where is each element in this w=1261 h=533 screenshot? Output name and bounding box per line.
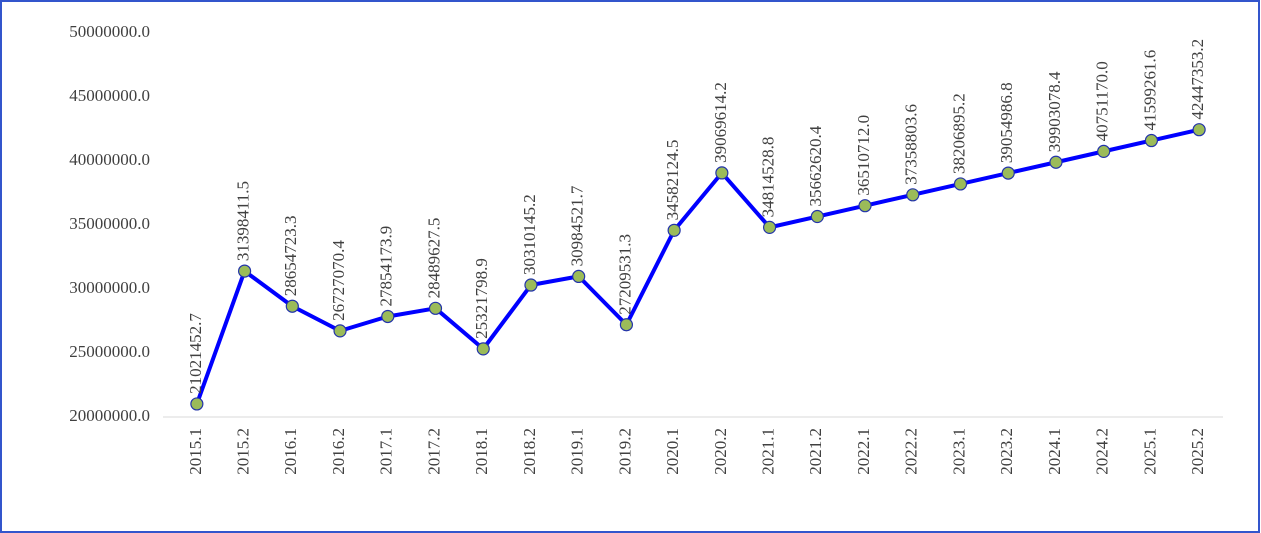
- y-tick-label: 20000000.0: [69, 406, 150, 425]
- x-tick-label: 2022.1: [854, 428, 873, 475]
- data-label: 37358803.6: [902, 104, 921, 185]
- data-line: [194, 127, 1200, 405]
- x-tick-label: 2016.1: [281, 428, 300, 475]
- data-point: [619, 318, 634, 332]
- x-tick-label: 2021.2: [806, 428, 825, 475]
- y-tick-label: 25000000.0: [69, 342, 150, 361]
- data-point: [190, 397, 204, 411]
- x-tick-label: 2015.2: [233, 428, 252, 475]
- data-point: [1144, 133, 1159, 148]
- data-point: [1001, 166, 1015, 180]
- data-label: 30984521.7: [568, 185, 587, 266]
- data-point: [428, 301, 443, 315]
- data-label: 34582124.5: [663, 140, 682, 221]
- data-label: 28489627.5: [424, 218, 443, 299]
- x-tick-label: 2017.2: [424, 428, 443, 475]
- data-point: [476, 342, 490, 356]
- data-point: [572, 269, 586, 283]
- data-point: [333, 324, 347, 338]
- data-point: [762, 220, 777, 234]
- x-tick-label: 2021.1: [758, 428, 777, 475]
- data-point: [810, 209, 824, 224]
- data-label: 26727070.4: [329, 240, 348, 321]
- data-label: 28654723.3: [281, 215, 300, 296]
- x-tick-label: 2020.1: [663, 428, 682, 475]
- data-point: [858, 199, 872, 213]
- y-tick-label: 35000000.0: [69, 214, 150, 233]
- data-point: [953, 177, 968, 191]
- x-tick-label: 2018.1: [472, 428, 491, 475]
- data-point: [1049, 155, 1063, 169]
- x-tick-label: 2020.2: [711, 428, 730, 475]
- data-label: 40751170.0: [1093, 61, 1112, 141]
- data-point: [906, 188, 920, 202]
- y-tick-label: 50000000.0: [69, 22, 150, 41]
- x-tick-label: 2023.1: [949, 428, 968, 475]
- data-label: 30310145.2: [520, 194, 539, 275]
- x-tick-label: 2024.2: [1093, 428, 1112, 475]
- data-label: 21021452.7: [186, 313, 205, 394]
- data-label: 38206895.2: [949, 93, 968, 174]
- x-tick-label: 2018.2: [520, 428, 539, 475]
- x-tick-label: 2024.1: [1045, 428, 1064, 475]
- data-label: 34814528.8: [758, 137, 777, 218]
- y-tick-label: 30000000.0: [69, 278, 150, 297]
- x-tick-label: 2016.2: [329, 428, 348, 475]
- data-point: [381, 309, 395, 324]
- y-tick-label: 45000000.0: [69, 86, 150, 105]
- data-label: 25321798.9: [472, 258, 491, 339]
- data-point: [1192, 123, 1206, 137]
- x-tick-label: 2025.1: [1140, 428, 1159, 475]
- x-tick-label: 2022.2: [902, 428, 921, 475]
- data-label: 39054986.8: [997, 82, 1016, 163]
- data-point: [1097, 144, 1111, 158]
- x-tick-label: 2019.1: [568, 428, 587, 475]
- data-label: 39903078.4: [1045, 71, 1064, 152]
- x-tick-label: 2023.2: [997, 428, 1016, 475]
- data-point: [237, 264, 252, 278]
- data-label: 39069614.2: [711, 82, 730, 163]
- data-point: [285, 299, 299, 313]
- data-label: 31398411.5: [233, 181, 252, 261]
- data-label: 35662620.4: [806, 125, 825, 206]
- x-tick-label: 2015.1: [186, 428, 205, 475]
- x-tick-label: 2017.1: [377, 428, 396, 475]
- data-label: 36510712.0: [854, 115, 873, 196]
- data-label: 27209531.3: [615, 234, 634, 315]
- data-point: [524, 278, 538, 292]
- data-label: 27854173.9: [377, 226, 396, 307]
- data-point: [715, 166, 729, 180]
- y-tick-label: 40000000.0: [69, 150, 150, 169]
- data-point: [667, 223, 681, 237]
- data-label: 42447353.2: [1188, 39, 1207, 120]
- x-tick-label: 2025.2: [1188, 428, 1207, 475]
- x-tick-label: 2019.2: [615, 428, 634, 475]
- data-label: 41599261.6: [1140, 50, 1159, 131]
